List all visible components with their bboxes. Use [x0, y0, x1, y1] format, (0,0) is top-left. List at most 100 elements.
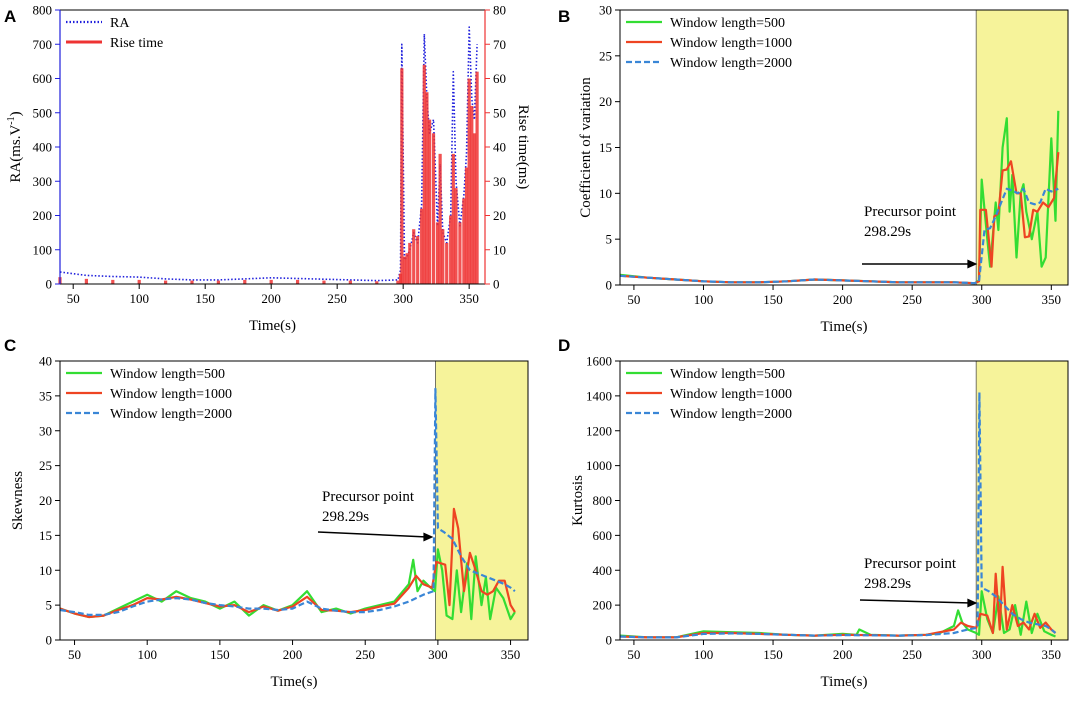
- y-tick-label: 0: [606, 278, 613, 293]
- rise-time-bar: [445, 242, 449, 284]
- y-tick-label: 500: [33, 105, 53, 120]
- rise-time-bar: [408, 242, 412, 284]
- y-tick-label: 30: [599, 3, 612, 18]
- panel-letter: A: [4, 7, 16, 26]
- x-tick-label: 100: [129, 291, 149, 306]
- rise-time-bar: [190, 280, 194, 284]
- rise-time-bar: [243, 279, 247, 284]
- y-tick-label: 30: [39, 423, 52, 438]
- panel-letter: D: [558, 336, 570, 355]
- x-tick-label: 200: [833, 647, 853, 662]
- x-tick-label: 350: [459, 291, 479, 306]
- y-right-tick-label: 20: [493, 208, 506, 223]
- legend: RA Rise time: [66, 16, 163, 51]
- x-tick-label: 350: [501, 647, 521, 662]
- legend-label: Window length=2000: [110, 407, 232, 422]
- y-right-tick-label: 80: [493, 3, 506, 18]
- y-tick-label: 0: [606, 633, 613, 648]
- y-tick-label: 5: [606, 232, 613, 247]
- y-tick-label: 15: [599, 140, 612, 155]
- y-tick-label: 25: [599, 48, 612, 63]
- annotation-label: Precursor point: [322, 489, 415, 505]
- rise-time-bar: [422, 64, 426, 284]
- y-right-tick-label: 10: [493, 242, 506, 257]
- rise-time-bar: [470, 105, 474, 285]
- y-axis-title-base: RA(ms.V: [8, 125, 24, 183]
- legend-label: RA: [110, 16, 130, 31]
- panel-d: D 50 100 150 200 250 300 350 0 200 400 600 800 1000 12…: [558, 336, 1069, 690]
- x-tick-label: 100: [694, 647, 714, 662]
- y-tick-label: 100: [33, 242, 53, 257]
- legend-label: Window length=500: [670, 16, 785, 31]
- annotation-arrow-head: [967, 259, 978, 269]
- rise-time-bar: [216, 280, 220, 284]
- y-tick-label: 15: [39, 528, 52, 543]
- series-window-length-2000: [619, 391, 1057, 639]
- series-window-length-2000: [59, 387, 516, 616]
- annotation-time: 298.29s: [864, 576, 911, 592]
- legend-label: Window length=2000: [670, 407, 792, 422]
- rise-time-bar: [425, 92, 429, 284]
- x-axis-title: Time(s): [271, 674, 318, 690]
- y-tick-label: 10: [599, 186, 612, 201]
- rise-time-bar: [462, 198, 466, 284]
- x-tick-label: 100: [137, 647, 157, 662]
- rise-time-bar: [454, 188, 458, 284]
- y-axis-title-sup: -1: [6, 116, 17, 124]
- y-axis-title: Coefficient of variation: [578, 77, 594, 218]
- rise-time-bar: [137, 279, 141, 284]
- rise-time-bar: [475, 71, 479, 285]
- x-tick-label: 50: [627, 292, 640, 307]
- x-tick-label: 200: [833, 292, 853, 307]
- rise-time-bar: [420, 208, 424, 284]
- rise-time-bar: [396, 280, 400, 284]
- x-tick-label: 300: [393, 291, 413, 306]
- x-tick-label: 50: [68, 647, 81, 662]
- rise-time-bar: [441, 229, 445, 284]
- y-right-tick-label: 60: [493, 71, 506, 86]
- x-tick-label: 350: [1042, 647, 1062, 662]
- rise-time-bar: [295, 279, 300, 284]
- y-tick-label: 40: [39, 354, 52, 369]
- x-tick-label: 250: [355, 647, 375, 662]
- rise-time-bar: [435, 222, 440, 284]
- y-tick-label: 300: [33, 174, 53, 189]
- y-tick-label: 400: [33, 140, 53, 155]
- y-tick-label: 600: [593, 528, 613, 543]
- annotation-arrow: [317, 531, 428, 538]
- y-tick-label: 1200: [586, 423, 612, 438]
- panel-letter: C: [4, 336, 16, 355]
- legend-label: Window length=500: [670, 367, 785, 382]
- legend-label: Window length=500: [110, 367, 225, 382]
- series-window-length-2000: [619, 187, 1059, 285]
- rise-time-bar: [322, 280, 326, 284]
- rise-time-bar: [416, 236, 420, 284]
- legend-label: Window length=1000: [670, 36, 792, 51]
- series-window-length-500: [59, 548, 516, 621]
- annotation-arrow: [859, 599, 972, 604]
- x-tick-label: 150: [195, 291, 215, 306]
- annotation-time: 298.29s: [864, 224, 911, 240]
- x-tick-label: 150: [763, 647, 783, 662]
- y-tick-label: 800: [33, 3, 53, 18]
- legend: Window length=500 Window length=1000 Windo…: [626, 16, 792, 71]
- rise-time-bar: [269, 279, 273, 284]
- rise-time-bar: [405, 253, 409, 284]
- x-tick-label: 200: [261, 291, 281, 306]
- annotation-time: 298.29s: [322, 509, 369, 525]
- x-tick-label: 50: [627, 647, 640, 662]
- y-right-tick-label: 40: [493, 140, 506, 155]
- panel-a: A50 100 150 200 250 300 3500100200300400500600…: [4, 3, 531, 335]
- y-tick-label: 5: [46, 598, 53, 613]
- annotation-arrow-head: [967, 598, 978, 608]
- x-tick-label: 150: [763, 292, 783, 307]
- rise-time-bar: [427, 119, 432, 284]
- x-tick-label: 300: [428, 647, 448, 662]
- y-tick-label: 1400: [586, 388, 612, 403]
- panel-b: B 50 100 150 200 250 300 350 0 5 10 15 20 25 30 Time(s)…: [558, 3, 1069, 335]
- y-axis-title: RA(ms.V-1): [6, 111, 24, 182]
- y-right-tick-label: 70: [493, 37, 506, 52]
- series-ra: [59, 26, 478, 282]
- legend-label: Window length=2000: [670, 56, 792, 71]
